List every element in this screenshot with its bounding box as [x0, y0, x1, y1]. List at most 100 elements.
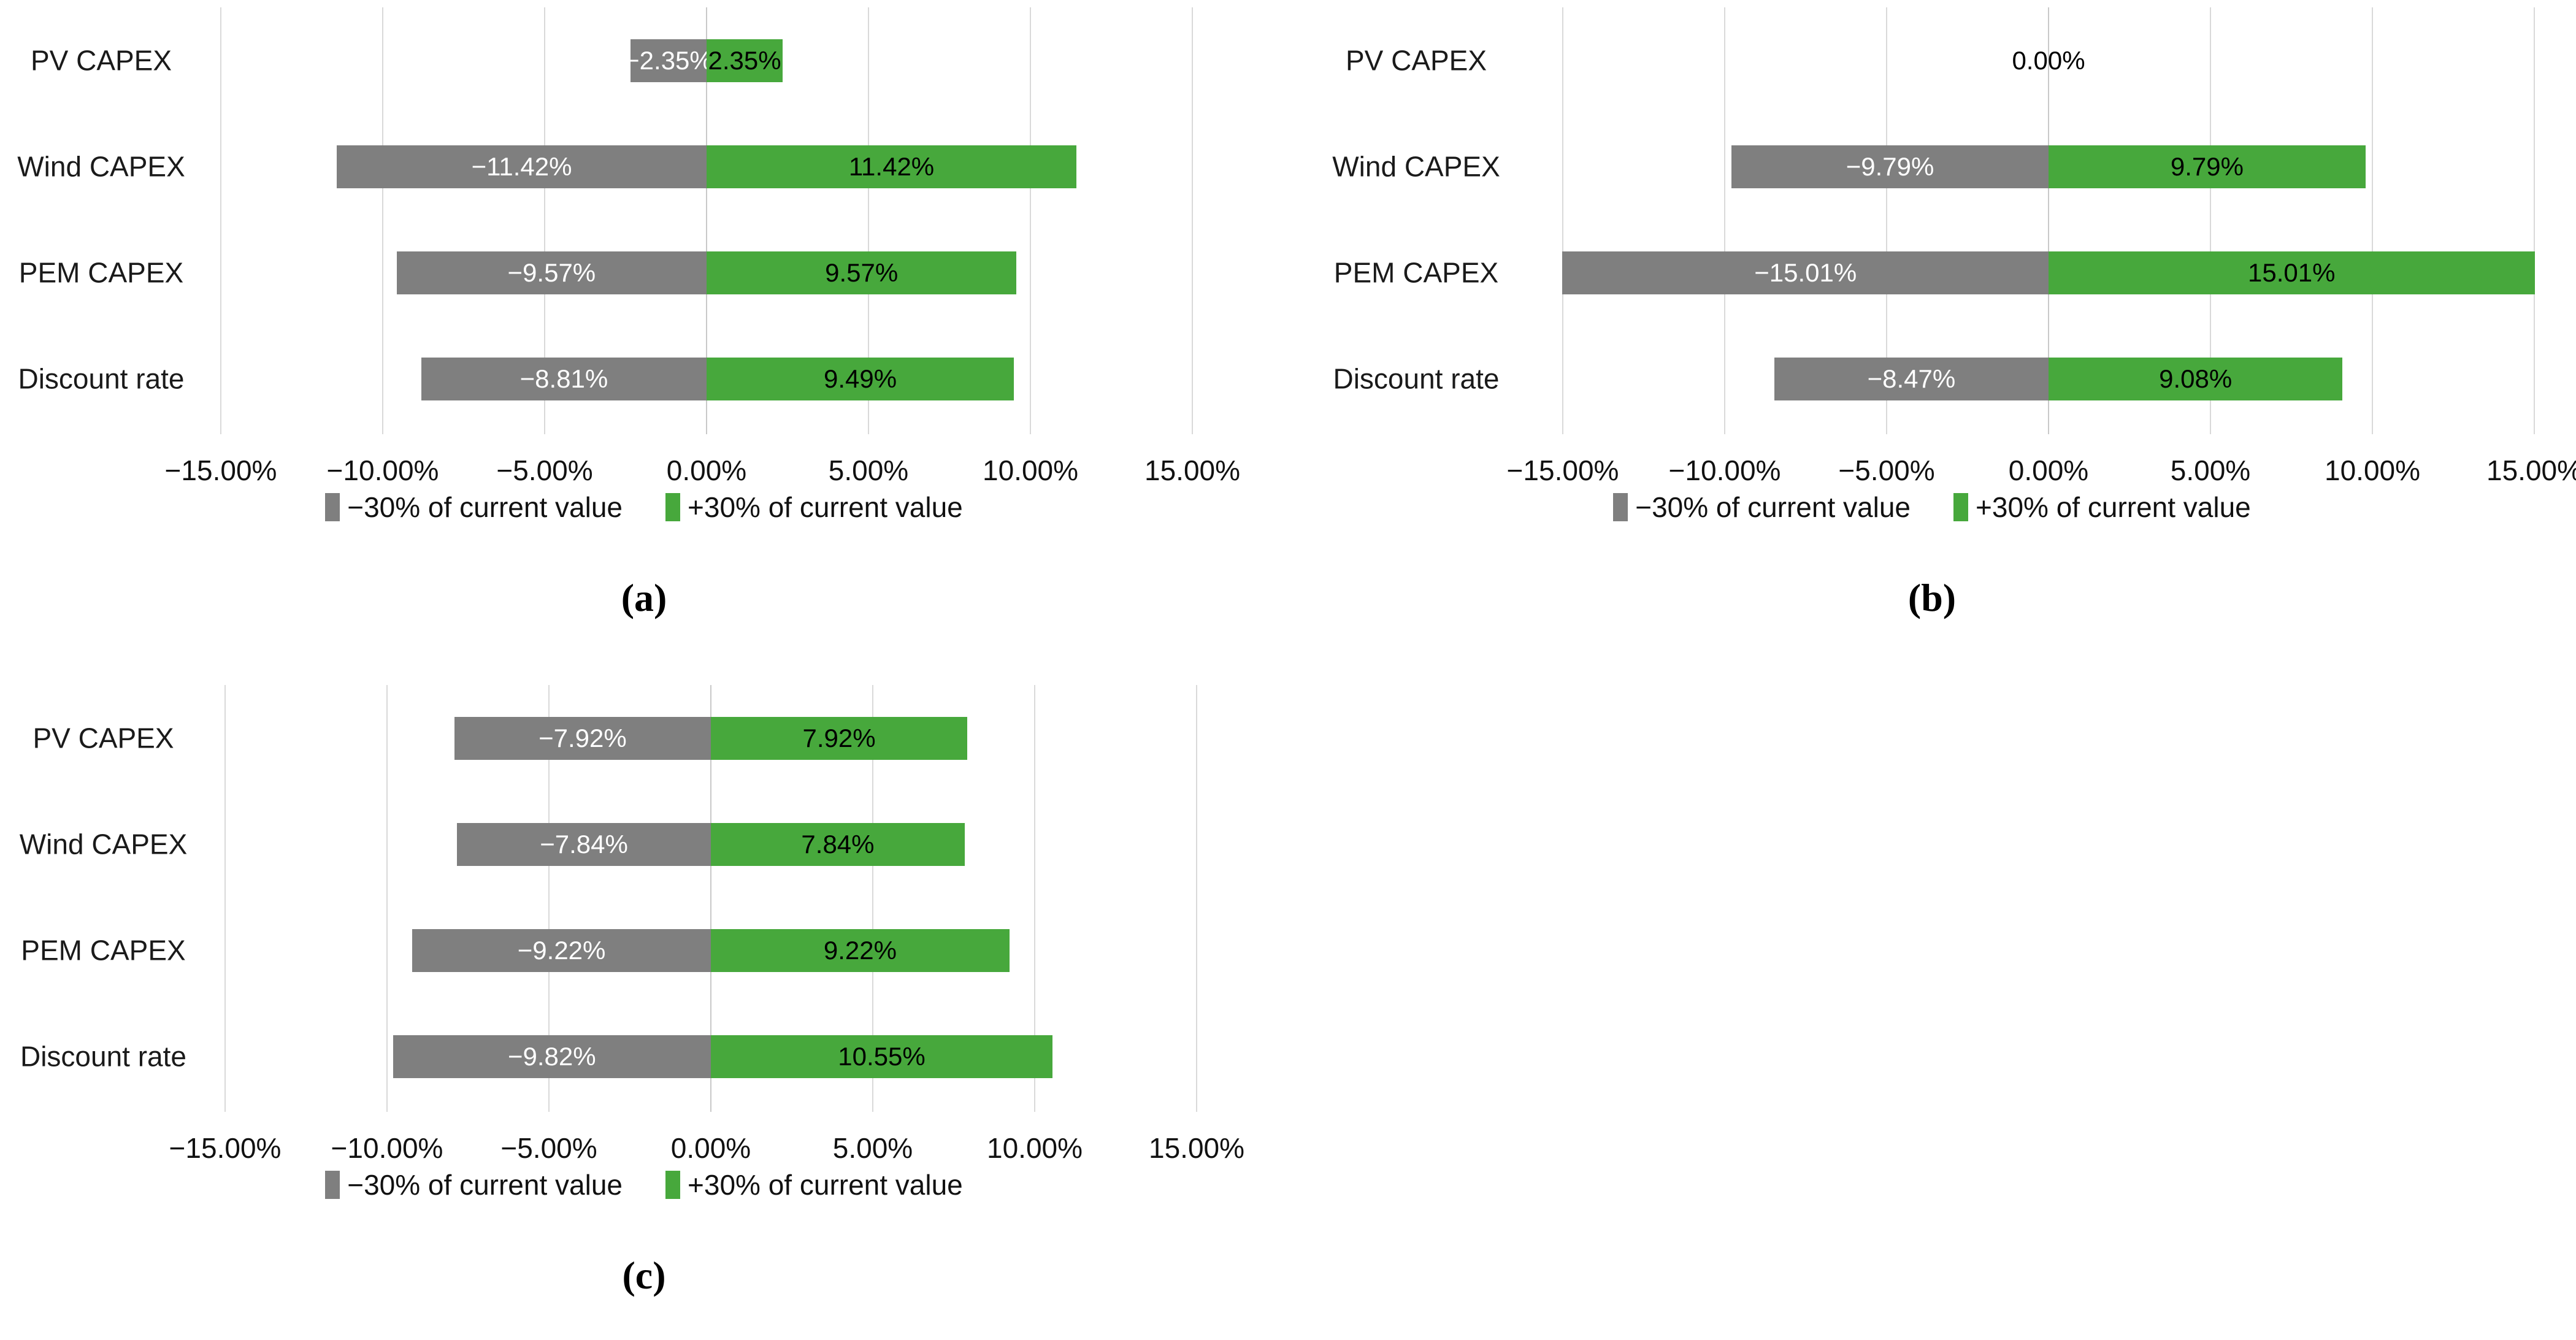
- legend-label-positive: +30% of current value: [688, 1169, 963, 1201]
- bar-value-label: 10.55%: [838, 1041, 926, 1071]
- bar-negative: [457, 822, 711, 866]
- x-tick-label: 0.00%: [670, 1132, 751, 1164]
- x-tick-label: 15.00%: [1144, 454, 1241, 486]
- category-label: Discount rate: [18, 362, 185, 395]
- x-tick-label: −5.00%: [496, 454, 593, 486]
- legend-label-positive: +30% of current value: [688, 491, 963, 523]
- bar-negative: [412, 928, 711, 972]
- bar-value-label: −11.42%: [471, 151, 572, 181]
- bar-value-label: 9.49%: [823, 364, 897, 393]
- legend-item-negative: −30% of current value: [325, 491, 623, 524]
- panel-caption: (b): [1907, 576, 1957, 619]
- legend-item-negative: −30% of current value: [1613, 491, 1911, 524]
- bar-value-label: 7.84%: [801, 829, 875, 859]
- category-label: Discount rate: [20, 1040, 186, 1073]
- bar-positive: [711, 716, 968, 760]
- bar-value-label: 9.08%: [2159, 364, 2233, 393]
- gridline: [1886, 7, 1887, 434]
- gridline: [710, 685, 711, 1112]
- x-tick-label: 10.00%: [2324, 454, 2421, 486]
- bar-positive: [707, 357, 1014, 400]
- bar-value-label: −7.92%: [539, 723, 627, 752]
- x-tick-label: 0.00%: [2008, 454, 2089, 486]
- bar-negative: [1562, 251, 2049, 294]
- gridline: [868, 7, 869, 434]
- legend-label-negative: −30% of current value: [347, 491, 623, 523]
- bar-value-label: −9.82%: [507, 1041, 596, 1071]
- bar-positive: [2049, 145, 2366, 188]
- legend-item-positive: +30% of current value: [1953, 491, 2251, 524]
- panel-caption: (c): [622, 1254, 666, 1297]
- legend-label-negative: −30% of current value: [1635, 491, 1911, 523]
- x-tick-label: 0.00%: [666, 454, 747, 486]
- legend-swatch-positive: [1953, 493, 1968, 521]
- bar-positive: [707, 251, 1017, 294]
- category-label: PEM CAPEX: [21, 934, 186, 967]
- x-tick-label: −15.00%: [164, 454, 277, 486]
- bar-value-label: −2.35%: [624, 45, 713, 75]
- gridline: [2210, 7, 2211, 434]
- x-tick-label: 5.00%: [2170, 454, 2251, 486]
- bar-negative: [1731, 145, 2049, 188]
- x-tick-label: 5.00%: [828, 454, 909, 486]
- bar-value-label: 9.79%: [2170, 151, 2244, 181]
- bar-value-label: 9.57%: [825, 258, 899, 287]
- category-label: PEM CAPEX: [1333, 256, 1499, 289]
- bar-negative: [421, 357, 707, 400]
- bar-negative: [337, 145, 707, 188]
- bar-value-label: −8.81%: [519, 364, 608, 393]
- bar-value-label: −9.22%: [517, 935, 606, 965]
- x-tick-label: 5.00%: [832, 1132, 913, 1164]
- bar-value-label: −9.57%: [507, 258, 596, 287]
- x-tick-label: −10.00%: [1668, 454, 1781, 486]
- category-label: Wind CAPEX: [1332, 150, 1500, 183]
- gridline: [386, 685, 388, 1112]
- panel-caption: (a): [621, 576, 667, 619]
- gridline: [224, 685, 226, 1112]
- legend-swatch-negative: [325, 493, 340, 521]
- x-tick-label: −5.00%: [1838, 454, 1935, 486]
- bar-value-label: 2.35%: [708, 45, 781, 75]
- legend-swatch-negative: [325, 1171, 340, 1199]
- legend: −30% of current value +30% of current val…: [1288, 491, 2576, 524]
- legend-swatch-negative: [1613, 493, 1628, 521]
- bar-value-label: −8.47%: [1867, 364, 1956, 393]
- x-tick-label: −10.00%: [326, 454, 439, 486]
- figure-panel-c: PV CAPEX −7.92% 7.92% Wind CAPEX −7.84% 7.84%…: [0, 678, 1288, 1340]
- x-tick-label: −5.00%: [500, 1132, 597, 1164]
- gridline: [1562, 7, 1563, 434]
- x-tick-label: −15.00%: [1506, 454, 1619, 486]
- category-label: Discount rate: [1333, 362, 1500, 395]
- x-tick-label: 10.00%: [986, 1132, 1083, 1164]
- bar-negative: [630, 39, 707, 82]
- bar-negative: [1774, 357, 2049, 400]
- legend-item-negative: −30% of current value: [325, 1168, 623, 1201]
- gridline: [706, 7, 707, 434]
- x-tick-label: −10.00%: [331, 1132, 443, 1164]
- gridline: [1724, 7, 1725, 434]
- gridline: [872, 685, 873, 1112]
- gridline: [2048, 7, 2049, 434]
- legend: −30% of current value +30% of current val…: [0, 1168, 1288, 1201]
- legend-item-positive: +30% of current value: [665, 491, 963, 524]
- figure-panel-b: PV CAPEX 0.00% Wind CAPEX −9.79% 9.79% PEM CA…: [1288, 0, 2576, 662]
- category-label: Wind CAPEX: [19, 828, 188, 860]
- bar-value-label: 11.42%: [848, 151, 935, 181]
- bar-value-label: 9.22%: [823, 935, 897, 965]
- figure-panel-a: PV CAPEX −2.35% 2.35% Wind CAPEX −11.42% 11.4…: [0, 0, 1288, 662]
- category-label: PEM CAPEX: [18, 256, 184, 289]
- bar-negative: [396, 251, 707, 294]
- gridline: [544, 7, 545, 434]
- bar-negative: [393, 1035, 711, 1078]
- bar-value-label: 0.00%: [2012, 45, 2085, 75]
- legend: −30% of current value +30% of current val…: [0, 491, 1288, 524]
- legend-swatch-positive: [665, 493, 680, 521]
- bar-negative: [454, 716, 711, 760]
- legend-label-negative: −30% of current value: [347, 1169, 623, 1201]
- bar-positive: [2049, 251, 2535, 294]
- gridline: [2372, 7, 2373, 434]
- legend-swatch-positive: [665, 1171, 680, 1199]
- bar-positive: [711, 928, 1010, 972]
- category-label: PV CAPEX: [30, 44, 172, 77]
